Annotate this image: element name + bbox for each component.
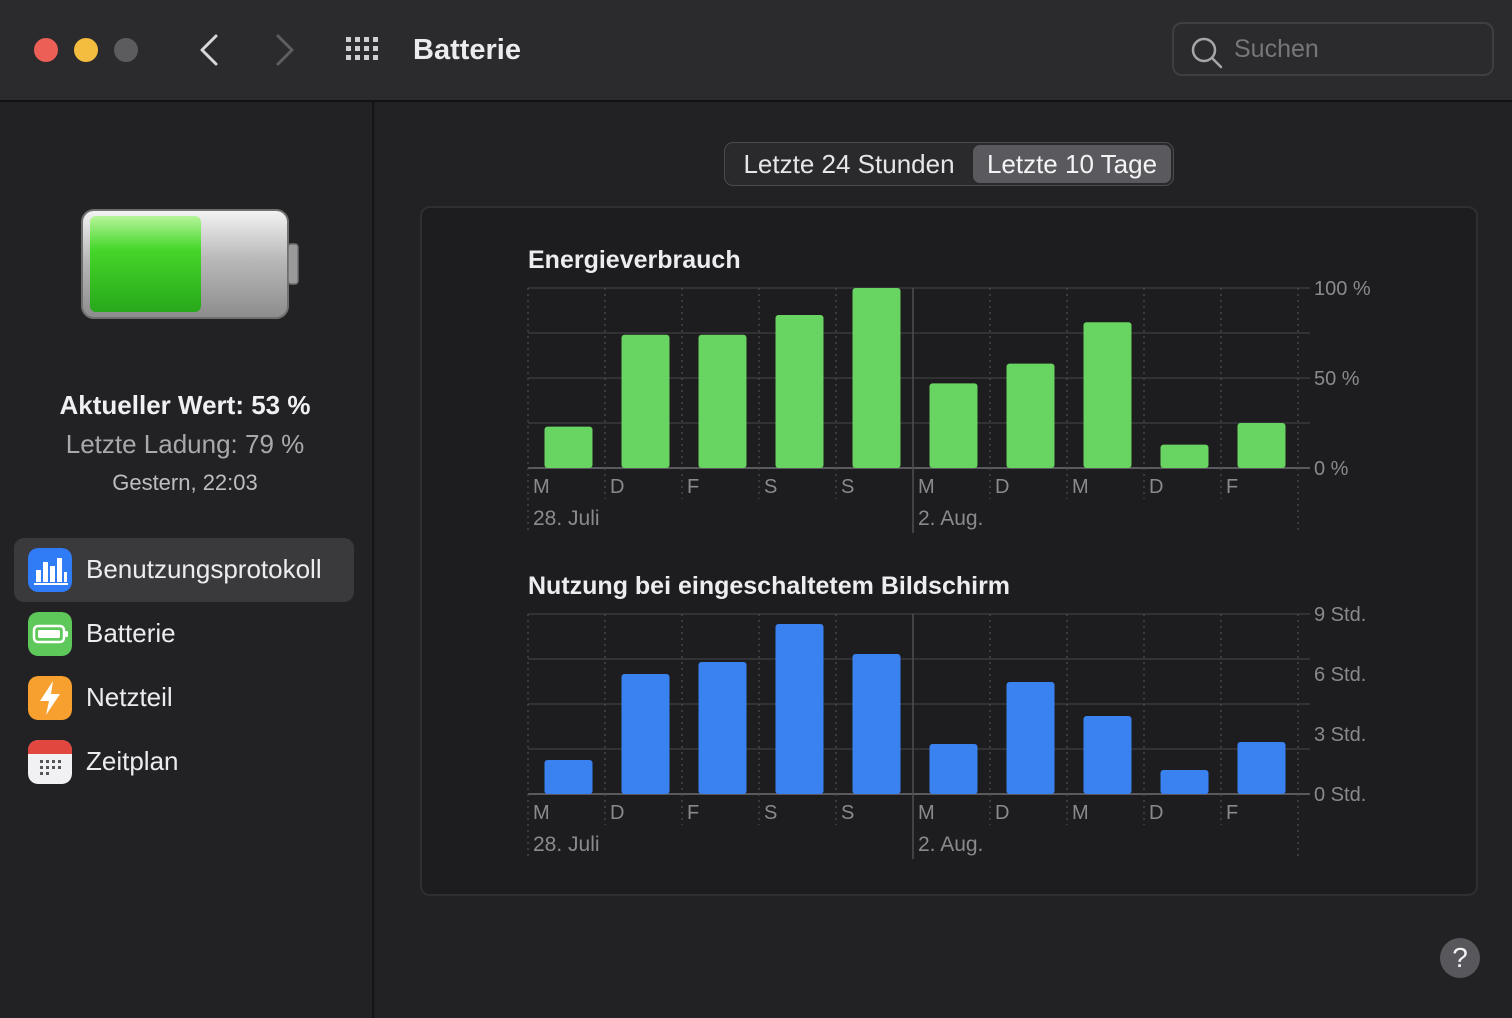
date-tick-label: 28. Juli — [533, 833, 600, 856]
date-tick-label: 28. Juli — [533, 507, 600, 530]
bar — [852, 654, 901, 794]
bar — [1083, 716, 1132, 794]
bar-chart-icon — [28, 548, 72, 592]
day-tick-label: S — [841, 802, 854, 824]
bar — [929, 744, 978, 794]
y-tick-label: 3 Std. — [1314, 724, 1366, 746]
date-tick-label: 2. Aug. — [918, 507, 983, 530]
calendar-icon — [28, 740, 72, 784]
bar — [1160, 444, 1209, 468]
window-title: Batterie — [413, 34, 521, 66]
segment-last-24-hours[interactable]: Letzte 24 Stunden — [743, 149, 955, 179]
bar — [1083, 322, 1132, 468]
main-content: Letzte 24 Stunden Letzte 10 Tage Energie… — [376, 102, 1512, 1018]
day-tick-label: M — [918, 802, 935, 824]
sidebar-item-label: Benutzungsprotokoll — [86, 554, 322, 584]
bar — [698, 662, 747, 794]
day-tick-label: D — [610, 476, 624, 498]
sidebar-item-label: Batterie — [86, 618, 176, 648]
day-tick-label: S — [841, 476, 854, 498]
bar — [775, 624, 824, 794]
y-tick-label: 6 Std. — [1314, 664, 1366, 686]
chevron-left-icon — [200, 34, 218, 66]
bar — [544, 426, 593, 468]
day-tick-label: M — [1072, 476, 1089, 498]
sidebar-item-label: Netzteil — [86, 682, 173, 712]
usage-charts: Energieverbrauch M D F S S M D M D F 28. Juli 2. Aug… — [527, 246, 1371, 859]
bar — [698, 334, 747, 468]
sidebar-item-battery[interactable]: Batterie — [14, 602, 354, 666]
day-tick-label: D — [995, 476, 1009, 498]
sidebar-item-usage-history[interactable]: Benutzungsprotokoll — [14, 538, 354, 602]
bar — [929, 383, 978, 468]
day-tick-label: M — [533, 802, 550, 824]
search-field[interactable]: Suchen — [1172, 22, 1494, 76]
bar — [1237, 742, 1286, 794]
date-tick-label: 2. Aug. — [918, 833, 983, 856]
y-tick-label: 9 Std. — [1314, 604, 1366, 626]
day-tick-label: M — [1072, 802, 1089, 824]
bar — [1160, 770, 1209, 794]
sidebar-item-power-adapter[interactable]: Netzteil — [14, 666, 354, 730]
search-placeholder: Suchen — [1234, 35, 1319, 63]
day-tick-label: D — [995, 802, 1009, 824]
sidebar-item-schedule[interactable]: Zeitplan — [14, 730, 354, 794]
bar — [775, 315, 824, 468]
chevron-right-icon — [276, 34, 294, 66]
last-charge-time: Gestern, 22:03 — [112, 470, 258, 495]
bar — [1006, 682, 1055, 794]
day-tick-label: F — [687, 476, 699, 498]
chart-title: Energieverbrauch — [528, 246, 741, 274]
lightning-icon — [28, 676, 72, 720]
charts-panel: Energieverbrauch M D F S S M D M D F 28. Juli 2. Aug… — [420, 206, 1478, 896]
back-button[interactable] — [188, 28, 232, 72]
bar — [621, 334, 670, 468]
y-tick-label: 0 Std. — [1314, 784, 1366, 806]
y-tick-label: 100 % — [1314, 278, 1371, 300]
battery-level-icon — [81, 209, 299, 319]
sidebar: Aktueller Wert: 53 % Letzte Ladung: 79 %… — [0, 102, 374, 1018]
bar — [544, 760, 593, 794]
search-icon — [1191, 37, 1223, 69]
day-tick-label: D — [1149, 476, 1163, 498]
zoom-window-button[interactable] — [114, 38, 138, 62]
day-tick-label: F — [1226, 476, 1238, 498]
bar — [1237, 423, 1286, 468]
segment-last-10-days[interactable]: Letzte 10 Tage — [973, 145, 1171, 183]
last-charge-label: Letzte Ladung: 79 % — [65, 429, 305, 459]
day-tick-label: S — [764, 476, 777, 498]
title-bar: Batterie Suchen — [0, 0, 1512, 102]
time-range-segmented-control: Letzte 24 Stunden Letzte 10 Tage — [724, 142, 1174, 186]
day-tick-label: S — [764, 802, 777, 824]
current-value-label: Aktueller Wert: 53 % — [59, 390, 311, 420]
day-tick-label: D — [610, 802, 624, 824]
sidebar-item-label: Zeitplan — [86, 746, 179, 776]
day-tick-label: M — [918, 476, 935, 498]
battery-icon — [28, 612, 72, 656]
day-tick-label: F — [1226, 802, 1238, 824]
help-button[interactable]: ? — [1440, 938, 1480, 978]
day-tick-label: F — [687, 802, 699, 824]
y-tick-label: 50 % — [1314, 368, 1360, 390]
minimize-window-button[interactable] — [74, 38, 98, 62]
y-tick-label: 0 % — [1314, 458, 1349, 480]
day-tick-label: D — [1149, 802, 1163, 824]
bar — [621, 674, 670, 794]
bar — [852, 288, 901, 468]
day-tick-label: M — [533, 476, 550, 498]
chart-title: Nutzung bei eingeschaltetem Bildschirm — [528, 572, 1010, 600]
forward-button[interactable] — [262, 28, 306, 72]
bar — [1006, 363, 1055, 468]
show-all-button[interactable] — [340, 30, 388, 70]
close-window-button[interactable] — [34, 38, 58, 62]
grid-icon — [346, 37, 378, 60]
